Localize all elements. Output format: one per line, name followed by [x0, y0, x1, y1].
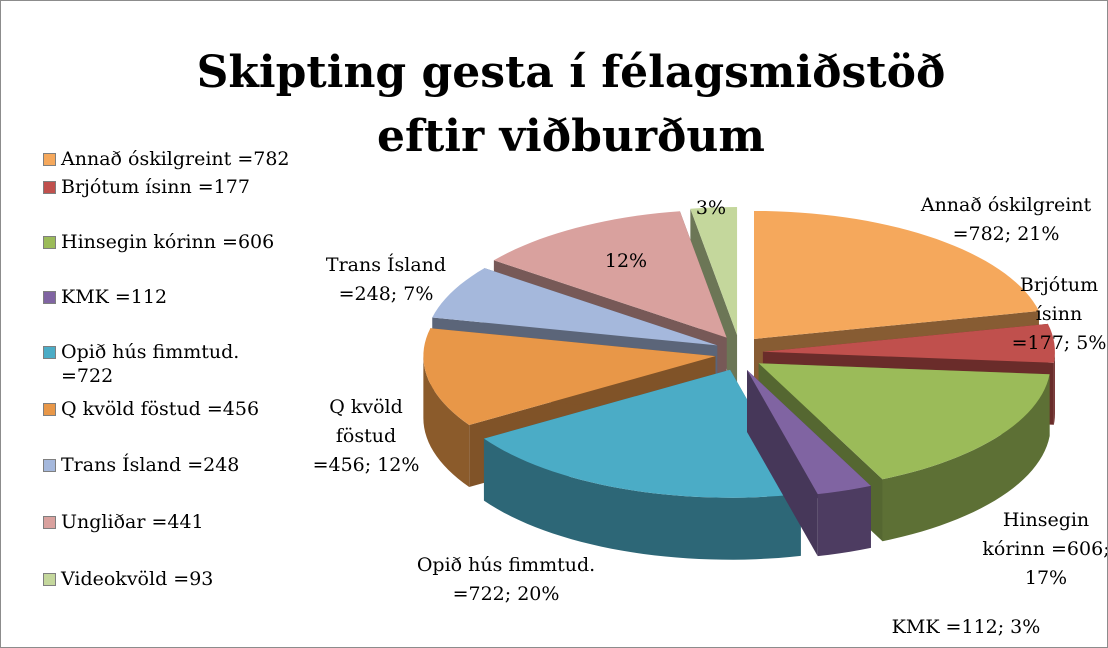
slice: [747, 369, 871, 495]
data-label: Opið hús fimmtud. =722; 20%: [416, 554, 596, 605]
slice: [690, 207, 738, 336]
slice-side: [483, 438, 801, 560]
data-label: Trans Ísland =248; 7%: [325, 254, 447, 305]
legend-item: Hinsegin kórinn =606: [43, 230, 295, 254]
slice: [423, 328, 716, 425]
legend-label: Hinsegin kórinn =606: [61, 231, 275, 253]
legend-label: Annað óskilgreint =782: [61, 148, 290, 170]
legend-item: Annað óskilgreint =782: [43, 147, 295, 171]
legend-label: Ungliðar =441: [61, 511, 204, 533]
slice-side: [1053, 351, 1055, 425]
legend-item: KMK =112: [43, 285, 295, 309]
slice: [493, 211, 727, 338]
legend-item: Q kvöld föstud =456: [43, 397, 295, 421]
slice: [762, 323, 1055, 363]
legend-label: Opið hús fimmtud. =722: [61, 341, 240, 387]
legend-swatch: [43, 153, 56, 166]
data-label: KMK =112; 3%: [891, 616, 1041, 638]
legend-label: Brjótum ísinn =177: [61, 176, 250, 198]
data-label: Q kvöld föstud =456; 12%: [312, 396, 420, 476]
legend-swatch: [43, 573, 56, 586]
data-label: Hinsegin kórinn =606; 17%: [982, 509, 1108, 589]
slice-side: [882, 374, 1050, 542]
legend-label: Videokvöld =93: [61, 568, 214, 590]
legend-swatch: [43, 459, 56, 472]
slice-side: [817, 485, 871, 557]
legend-item: Brjótum ísinn =177: [43, 175, 295, 199]
slice: [758, 363, 1050, 480]
legend-swatch: [43, 181, 56, 194]
legend-swatch: [43, 236, 56, 249]
legend-swatch: [43, 403, 56, 416]
legend-item: Ungliðar =441: [43, 510, 295, 534]
slice-side: [423, 356, 470, 487]
slice: [483, 369, 801, 498]
legend-swatch: [43, 516, 56, 529]
legend-item: Videokvöld =93: [43, 567, 295, 591]
data-label: Annað óskilgreint =782; 21%: [920, 194, 1092, 245]
legend-swatch: [43, 291, 56, 304]
legend-swatch: [43, 346, 56, 359]
legend-item: Opið hús fimmtud. =722: [43, 340, 295, 388]
slice-side: [747, 369, 818, 557]
legend-item: Trans Ísland =248: [43, 453, 295, 477]
slice: [754, 210, 1039, 339]
legend-label: Q kvöld föstud =456: [61, 398, 260, 420]
slice: [432, 268, 718, 346]
data-label: 3%: [695, 197, 727, 219]
data-label: 12%: [604, 250, 648, 272]
legend-label: KMK =112: [61, 286, 168, 308]
data-label: Brjótum ísinn =177; 5%: [1011, 274, 1107, 354]
chart-title: Skipting gesta í félagsmiðstöð eftir við…: [196, 47, 946, 162]
legend-label: Trans Ísland =248: [61, 454, 240, 476]
